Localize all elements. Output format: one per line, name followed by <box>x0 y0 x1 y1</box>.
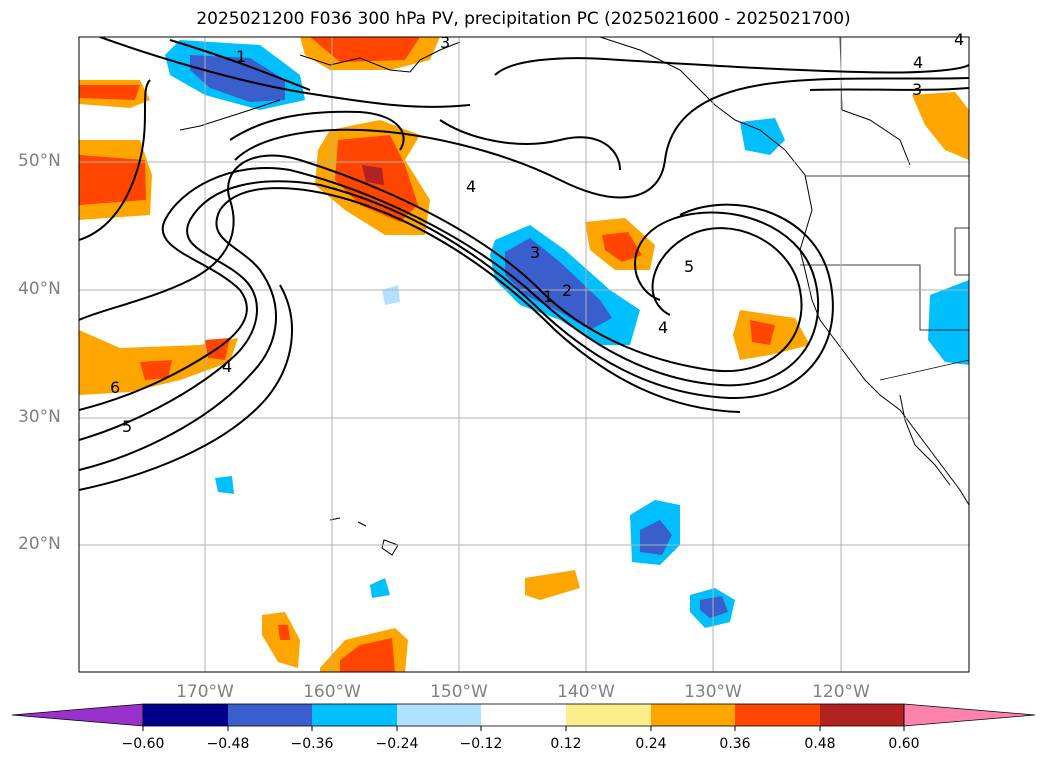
lat-label-50n: 50°N <box>18 151 61 171</box>
contour-label: 4 <box>913 53 923 72</box>
political-borders <box>800 37 969 381</box>
contour-label: 3 <box>912 80 922 99</box>
colorbar-tick-label: −0.24 <box>375 736 419 752</box>
lon-label-120w: 120°W <box>812 682 870 702</box>
lon-label-140w: 140°W <box>557 682 615 702</box>
contour-label: 1 <box>236 47 246 66</box>
contour-label: 4 <box>466 177 476 196</box>
colorbar-tick-label: 0.12 <box>550 736 582 752</box>
colorbar <box>11 703 1036 731</box>
pv-contours <box>79 37 969 491</box>
contour-label: 3 <box>530 243 540 262</box>
lat-label-30n: 30°N <box>18 407 61 427</box>
contour-label: 5 <box>122 417 132 436</box>
contour-label: 1 <box>543 287 553 306</box>
colorbar-tick-label: 0.24 <box>635 736 667 752</box>
precip-positive-areas <box>79 37 969 672</box>
contour-label: 4 <box>222 357 232 376</box>
lon-label-170w: 170°W <box>176 682 234 702</box>
contour-label: 3 <box>440 33 450 52</box>
colorbar-tick-label: 0.48 <box>804 736 836 752</box>
contour-label-group: 1 3 4 3 4 4 3 1 2 5 4 4 6 5 <box>110 30 964 436</box>
gridlines <box>79 37 969 672</box>
contour-label: 4 <box>658 318 668 337</box>
lon-label-150w: 150°W <box>430 682 488 702</box>
colorbar-tick-label: 0.60 <box>888 736 920 752</box>
colorbar-tick-label: −0.36 <box>290 736 334 752</box>
map-frame <box>78 36 970 673</box>
map-title: 2025021200 F036 300 hPa PV, precipitatio… <box>196 9 851 29</box>
contour-label: 2 <box>562 281 572 300</box>
colorbar-tick-label: −0.48 <box>206 736 250 752</box>
colorbar-tick-label: −0.60 <box>121 736 165 752</box>
colorbar-tick-label: 0.36 <box>719 736 751 752</box>
lon-label-160w: 160°W <box>303 682 361 702</box>
lon-label-130w: 130°W <box>684 682 742 702</box>
colorbar-tick-label: −0.12 <box>459 736 503 752</box>
precip-negative-areas <box>165 40 969 628</box>
lat-label-40n: 40°N <box>18 279 61 299</box>
coastlines <box>179 37 969 556</box>
contour-label: 6 <box>110 378 120 397</box>
contour-label: 5 <box>684 257 694 276</box>
lat-label-20n: 20°N <box>18 534 61 554</box>
contour-label: 4 <box>954 30 964 49</box>
